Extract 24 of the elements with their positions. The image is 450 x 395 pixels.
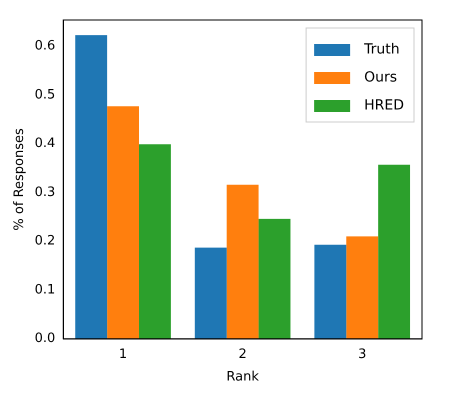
x-tick-label: 3: [358, 346, 366, 362]
legend-label: Truth: [363, 42, 400, 58]
legend-label: Ours: [364, 70, 398, 86]
bar: [346, 236, 378, 339]
y-tick-label: 0.2: [34, 234, 56, 249]
bar: [258, 218, 290, 339]
bar: [194, 248, 227, 339]
y-tick-label: 0.5: [34, 87, 56, 102]
y-tick-label: 0.3: [34, 184, 56, 200]
x-tick-label: 2: [238, 346, 247, 362]
bar: [314, 244, 346, 339]
y-tick-label: 0.6: [34, 38, 56, 54]
bar: [107, 106, 140, 339]
bar: [378, 164, 410, 339]
x-tick-label: 1: [118, 346, 128, 362]
bar: [75, 35, 108, 339]
legend-label: HRED: [364, 98, 404, 114]
bar: [226, 184, 259, 339]
y-tick-label: 0.1: [34, 282, 56, 298]
x-axis-title: Rank: [226, 370, 260, 385]
y-axis-title: % of Responses: [12, 128, 28, 231]
y-tick-label: 0.0: [34, 331, 56, 346]
bar: [139, 144, 171, 339]
y-tick-label: 0.4: [34, 136, 56, 152]
